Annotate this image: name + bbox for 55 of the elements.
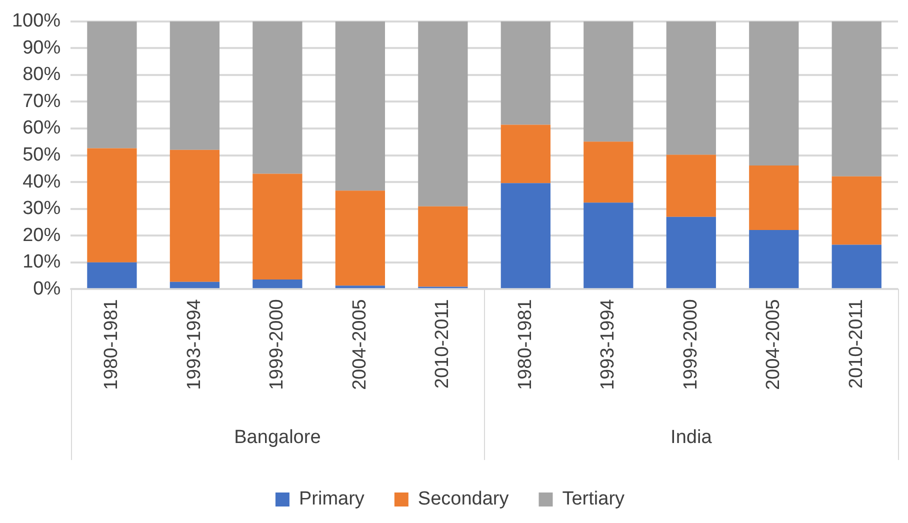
bar	[500, 124, 550, 184]
y-tick-label: 90%	[22, 37, 61, 58]
y-tick-label: 80%	[22, 64, 61, 86]
bar	[749, 21, 799, 166]
y-tick-label: 40%	[22, 171, 61, 192]
y-tick-label: 0%	[33, 278, 61, 300]
bar	[252, 174, 302, 280]
legend-label: Tertiary	[562, 488, 626, 510]
legend-label: Primary	[298, 488, 365, 510]
bar	[749, 165, 799, 230]
bar	[832, 176, 882, 245]
legend-label: Secondary	[418, 488, 510, 510]
bar	[87, 262, 137, 288]
bar	[335, 286, 386, 288]
x-tick-label: 2010-2011	[846, 299, 867, 389]
x-tick-label: 1999-2000	[266, 299, 288, 390]
bar	[252, 21, 302, 174]
text: Bangalore	[234, 427, 321, 448]
bar	[666, 154, 716, 217]
bar	[584, 142, 634, 203]
bar	[584, 21, 634, 142]
y-tick-label: 100%	[12, 10, 61, 32]
bar	[584, 202, 634, 288]
x-tick-label: 2004-2005	[349, 299, 370, 390]
x-tick-label: 1999-2000	[680, 299, 702, 390]
text: India	[670, 427, 712, 448]
bar	[500, 21, 550, 125]
bar	[500, 183, 550, 288]
y-tick-label: 20%	[22, 224, 61, 246]
y-tick-label: 60%	[22, 118, 61, 139]
x-tick-label: 1993-1994	[598, 298, 619, 390]
bar	[87, 21, 137, 148]
bar	[170, 150, 220, 282]
y-tick-label: 10%	[22, 252, 61, 273]
bar	[170, 282, 220, 288]
bar	[832, 21, 882, 176]
x-tick-label: 2010-2011	[432, 299, 454, 389]
y-tick-label: 30%	[22, 198, 61, 220]
x-tick-label: 1980-1981	[101, 299, 122, 390]
bar	[335, 21, 386, 191]
bar	[170, 21, 220, 150]
x-tick-label: 1993-1994	[184, 298, 205, 390]
bar	[832, 244, 882, 288]
y-tick-label: 70%	[22, 90, 61, 112]
bar	[666, 21, 716, 155]
bar	[749, 230, 799, 288]
y-tick-label: 50%	[22, 144, 61, 166]
x-tick-label: 1980-1981	[514, 299, 536, 390]
bar	[418, 206, 468, 287]
bar	[666, 216, 716, 288]
x-tick-label: 2004-2005	[763, 299, 784, 390]
bar	[335, 190, 386, 286]
bar	[418, 21, 468, 206]
bar	[87, 148, 137, 262]
bar	[252, 280, 302, 288]
